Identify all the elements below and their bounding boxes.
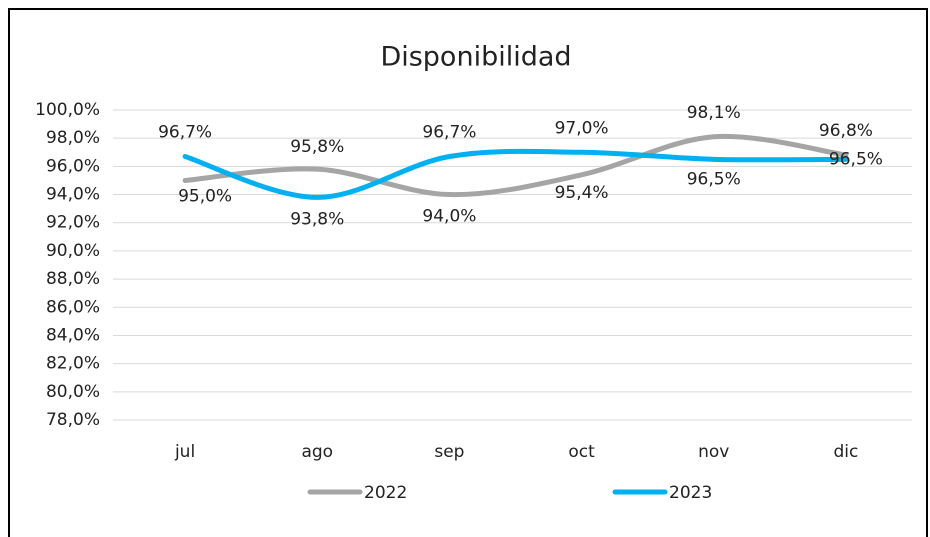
- data-label: 95,4%: [555, 183, 609, 203]
- x-tick-label: oct: [568, 442, 595, 462]
- data-label: 95,8%: [290, 137, 344, 157]
- chart-title: Disponibilidad: [380, 42, 571, 73]
- legend-label: 2022: [364, 483, 407, 503]
- y-tick-label: 100,0%: [35, 100, 100, 120]
- y-tick-label: 78,0%: [46, 410, 100, 430]
- legend-label: 2023: [669, 483, 712, 503]
- y-tick-label: 96,0%: [46, 156, 100, 176]
- data-label: 94,0%: [422, 207, 476, 227]
- x-tick-label: dic: [833, 442, 858, 462]
- data-label: 96,5%: [829, 149, 883, 169]
- data-label: 96,5%: [687, 169, 741, 189]
- y-tick-label: 90,0%: [46, 241, 100, 261]
- data-label: 96,7%: [422, 123, 476, 143]
- data-label: 97,0%: [555, 118, 609, 138]
- data-label: 98,1%: [687, 103, 741, 123]
- y-tick-label: 94,0%: [46, 185, 100, 205]
- line-series: [182, 148, 849, 200]
- x-tick-label: ago: [301, 442, 333, 462]
- y-tick-label: 88,0%: [46, 269, 100, 289]
- y-tick-label: 98,0%: [46, 128, 100, 148]
- x-tick-label: sep: [434, 442, 464, 462]
- line-series: [182, 133, 849, 198]
- y-tick-label: 92,0%: [46, 213, 100, 233]
- y-tick-label: 82,0%: [46, 354, 100, 374]
- data-label: 96,7%: [158, 123, 212, 143]
- data-label: 95,0%: [178, 186, 232, 206]
- x-tick-label: jul: [174, 442, 195, 462]
- data-label: 96,8%: [819, 121, 873, 141]
- x-tick-label: nov: [698, 442, 729, 462]
- y-tick-label: 84,0%: [46, 325, 100, 345]
- y-tick-label: 86,0%: [46, 297, 100, 317]
- data-label: 93,8%: [290, 209, 344, 229]
- frame: [8, 8, 928, 537]
- y-tick-label: 80,0%: [46, 382, 100, 402]
